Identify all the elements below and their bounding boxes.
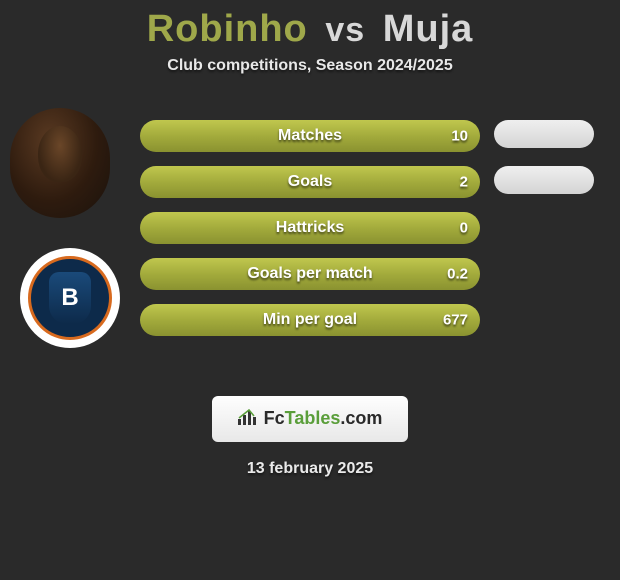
logo-dotcom: .com [340, 408, 382, 428]
bar-chart-icon [238, 409, 258, 430]
stat-pill: Min per goal 677 [140, 304, 480, 336]
club-badge-inner [28, 256, 112, 340]
stat-row: Goals per match 0.2 [140, 258, 480, 290]
title-vs: vs [325, 11, 365, 49]
stat-row: Goals 2 [140, 166, 480, 198]
stat-bars: Matches 10 Goals 2 Hattricks 0 Goals per match… [140, 120, 480, 350]
stat-value: 677 [443, 312, 468, 329]
stat-pill: Hattricks 0 [140, 212, 480, 244]
title-player1: Robinho [147, 8, 308, 50]
logo-tables: Tables [285, 408, 341, 428]
stat-label: Goals [288, 173, 332, 191]
page-title: Robinho vs Muja [0, 0, 620, 57]
stat-value: 0 [460, 220, 468, 237]
right-pill-slot [494, 258, 594, 304]
right-pill-slot [494, 212, 594, 258]
right-pill-slot [494, 166, 594, 212]
club-badge-letter [49, 272, 91, 324]
right-pill-slot [494, 304, 594, 350]
stat-label: Goals per match [247, 265, 372, 283]
stat-label: Min per goal [263, 311, 357, 329]
stat-value: 2 [460, 174, 468, 191]
blank-pill [494, 120, 594, 148]
stat-row: Hattricks 0 [140, 212, 480, 244]
blank-pill [494, 166, 594, 194]
title-player2: Muja [383, 8, 474, 50]
stat-row: Matches 10 [140, 120, 480, 152]
stat-value: 10 [451, 128, 468, 145]
left-image-column [10, 108, 120, 348]
stat-pill: Goals per match 0.2 [140, 258, 480, 290]
subtitle: Club competitions, Season 2024/2025 [0, 57, 620, 75]
logo-fc: Fc [264, 408, 285, 428]
club-badge [20, 248, 120, 348]
stat-label: Matches [278, 127, 342, 145]
stat-label: Hattricks [276, 219, 344, 237]
fctables-logo: FcTables.com [212, 396, 409, 442]
right-blank-pills [494, 120, 594, 350]
date-text: 13 february 2025 [0, 460, 620, 478]
stat-pill: Matches 10 [140, 120, 480, 152]
stat-row: Min per goal 677 [140, 304, 480, 336]
player-avatar [10, 108, 110, 218]
stat-pill: Goals 2 [140, 166, 480, 198]
stat-value: 0.2 [447, 266, 468, 283]
right-pill-slot [494, 120, 594, 166]
footer: FcTables.com 13 february 2025 [0, 396, 620, 478]
